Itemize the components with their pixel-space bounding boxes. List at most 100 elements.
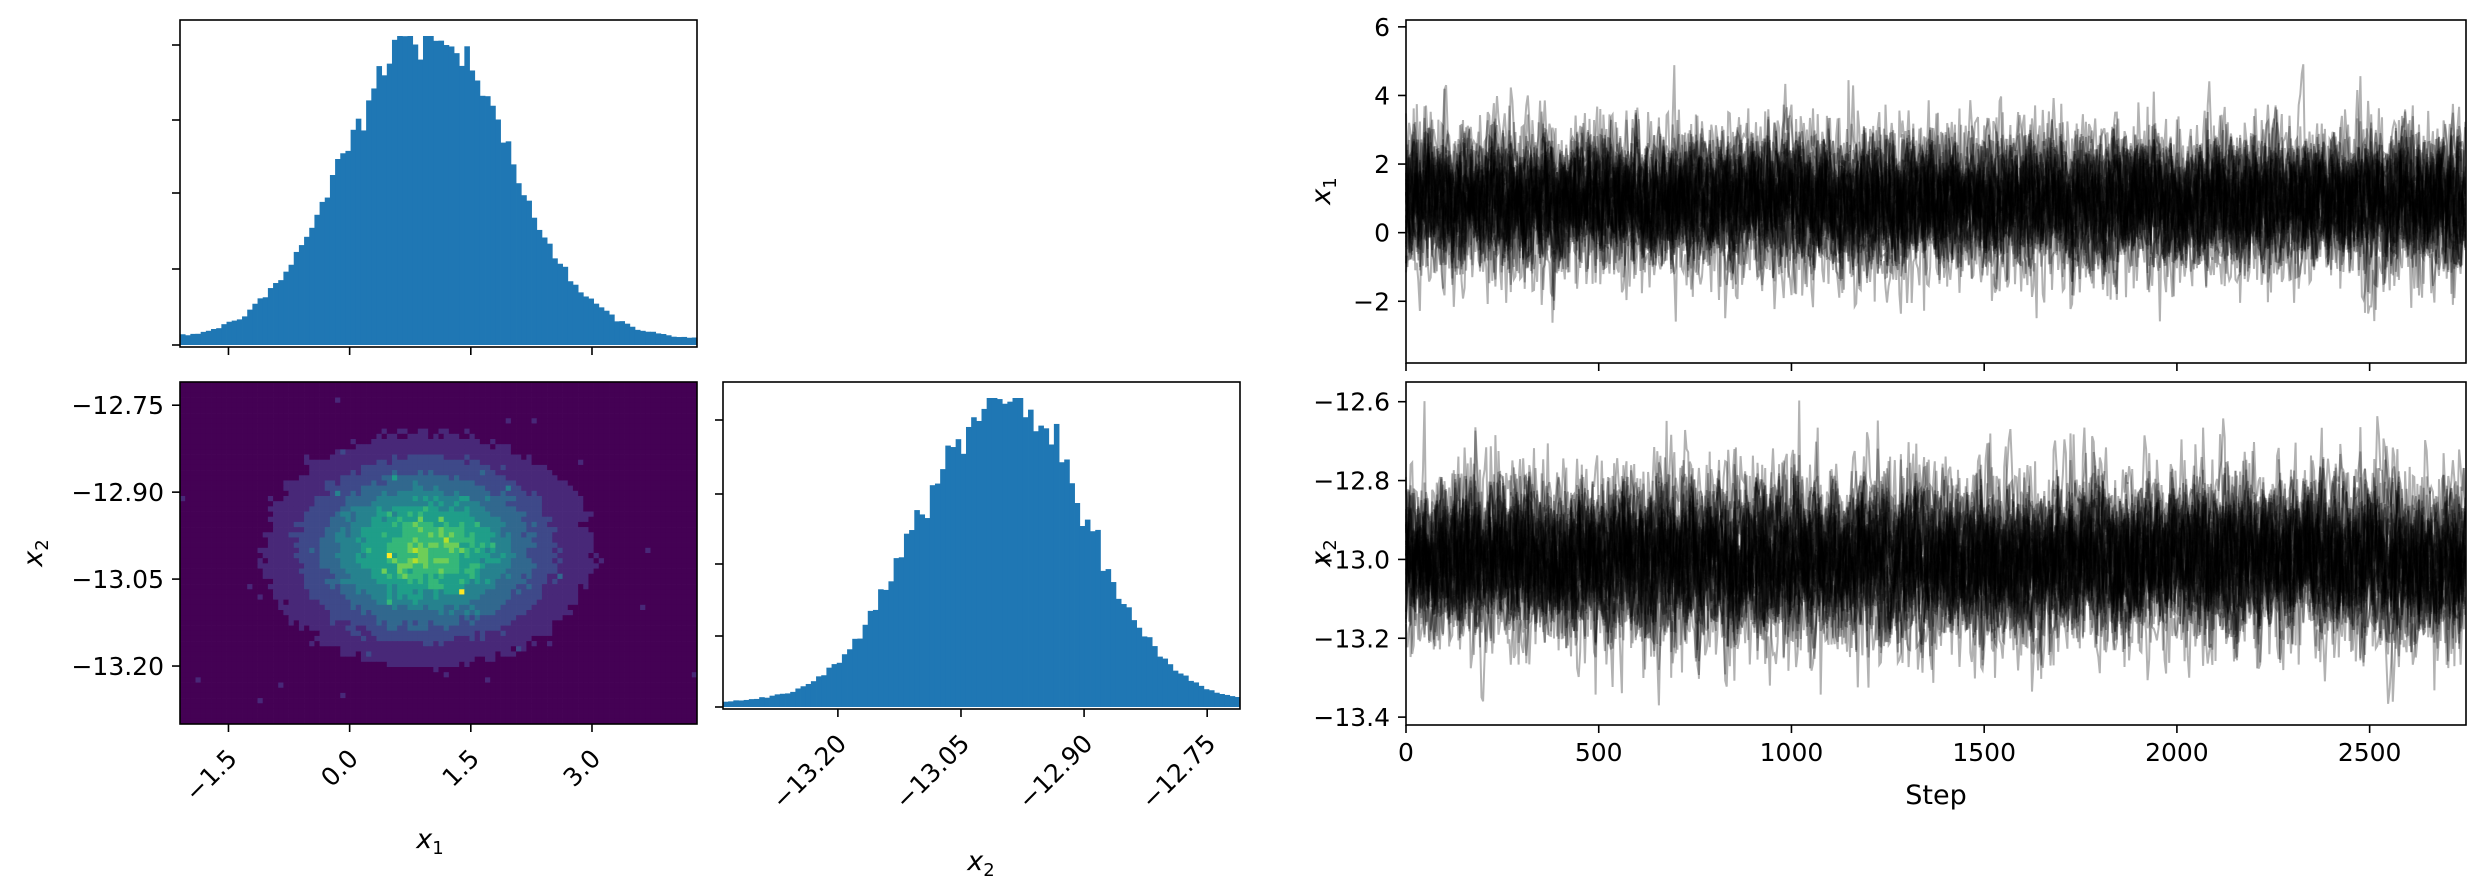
hist2d-cell: [614, 387, 620, 393]
hist2d-cell: [195, 413, 202, 419]
hist2d-cell: [469, 485, 476, 492]
hist2d-cell: [293, 480, 300, 486]
hist2d-cell: [479, 558, 486, 564]
hist2d-cell: [190, 547, 196, 554]
hist2d-cell: [598, 620, 605, 626]
hist2d-cell: [417, 578, 424, 585]
hist2d-cell: [526, 428, 532, 435]
hist2d-cell: [645, 542, 651, 549]
hist2d-cell: [242, 578, 248, 585]
hist2d-cell: [329, 470, 336, 476]
hist2d-cell: [314, 470, 320, 476]
hist2d-cell: [350, 480, 357, 486]
hist2d-cell: [381, 397, 388, 404]
hist-x1-bar: [324, 197, 331, 345]
hist2d-cell: [221, 485, 227, 492]
hist2d-cell: [552, 428, 558, 435]
hist-x1-bar: [614, 321, 620, 345]
hist2d-cell: [350, 547, 357, 554]
hist2d-cell: [247, 464, 253, 471]
hist2d-cell: [371, 620, 377, 626]
hist2d-cell: [278, 413, 284, 419]
hist2d-cell: [180, 392, 186, 398]
hist2d-cell: [247, 496, 253, 502]
hist2d-cell: [267, 449, 274, 455]
hist2d-cell: [309, 511, 315, 518]
hist2d-cell: [180, 485, 186, 492]
hist2d-cell: [417, 620, 424, 626]
hist2d-cell: [428, 511, 434, 518]
hist2d-cell: [609, 594, 615, 600]
hist2d-cell: [278, 470, 284, 476]
hist2d-cell: [438, 630, 445, 637]
hist2d-cell: [655, 382, 662, 388]
hist2d-cell: [226, 402, 233, 409]
hist2d-cell: [479, 480, 486, 486]
hist-x1-bar: [459, 65, 465, 345]
hist2d-cell: [288, 501, 295, 507]
hist2d-cell: [185, 392, 191, 398]
hist2d-cell: [417, 532, 424, 538]
hist2d-cell: [552, 620, 558, 626]
hist2d-cell: [298, 496, 305, 502]
hist2d-cell: [505, 407, 512, 414]
hist2d-cell: [376, 501, 382, 507]
hist2d-cell: [242, 516, 248, 523]
hist2d-cell: [304, 568, 310, 575]
hist2d-cell: [205, 630, 212, 637]
hist2d-cell: [185, 387, 191, 393]
hist2d-cell: [190, 625, 196, 632]
hist2d-cell: [448, 470, 455, 476]
hist2d-cell: [267, 464, 274, 471]
hist2d-cell: [324, 553, 331, 559]
hist2d-cell: [190, 537, 196, 543]
hist2d-cell: [686, 589, 693, 595]
hist2d-cell: [469, 480, 476, 486]
hist2d-cell: [360, 521, 367, 528]
hist2d-cell: [464, 584, 470, 590]
hist2d-cell: [360, 610, 367, 616]
hist2d-cell: [273, 584, 279, 590]
hist2d-cell: [448, 558, 455, 564]
hist2d-cell: [665, 584, 672, 590]
hist2d-cell: [221, 470, 227, 476]
hist2d-cell: [588, 454, 594, 461]
hist2d-cell: [686, 449, 693, 455]
hist2d-cell: [345, 397, 351, 404]
hist2d-cell: [381, 594, 388, 600]
hist2d-cell: [309, 382, 315, 388]
hist2d-cell: [660, 625, 667, 632]
hist2d-cell: [578, 604, 584, 611]
hist2d-cell: [314, 418, 320, 424]
hist2d-cell: [216, 563, 222, 569]
hist2d-cell: [386, 449, 393, 455]
hist2d-cell: [386, 594, 393, 600]
hist2d-cell: [293, 568, 300, 575]
hist2d-cell: [211, 589, 217, 595]
hist2d-cell: [443, 604, 450, 611]
hist2d-cell: [252, 615, 258, 621]
hist2d-cell: [324, 516, 331, 523]
hist2d-cell: [366, 490, 372, 497]
hist2d-cell: [671, 402, 677, 409]
hist2d-cell: [671, 392, 677, 398]
hist2d-cell: [588, 449, 594, 455]
hist2d-cell: [335, 573, 341, 580]
hist2d-cell: [634, 428, 641, 435]
hist2d-cell: [257, 610, 264, 616]
hist2d-cell: [345, 630, 351, 637]
hist2d-cell: [412, 516, 419, 523]
hist2d-cell: [190, 501, 196, 507]
hist2d-cell: [469, 402, 476, 409]
hist2d-cell: [438, 542, 445, 549]
hist2d-cell: [381, 547, 388, 554]
hist2d-cell: [490, 625, 496, 632]
hist2d-cell: [598, 413, 605, 419]
hist2d-cell: [454, 521, 460, 528]
hist2d-cell: [433, 423, 439, 429]
hist2d-cell: [490, 553, 496, 559]
hist2d-cell: [293, 578, 300, 585]
hist2d-cell: [324, 563, 331, 569]
hist2d-cell: [381, 578, 388, 585]
hist2d-cell: [262, 625, 269, 632]
